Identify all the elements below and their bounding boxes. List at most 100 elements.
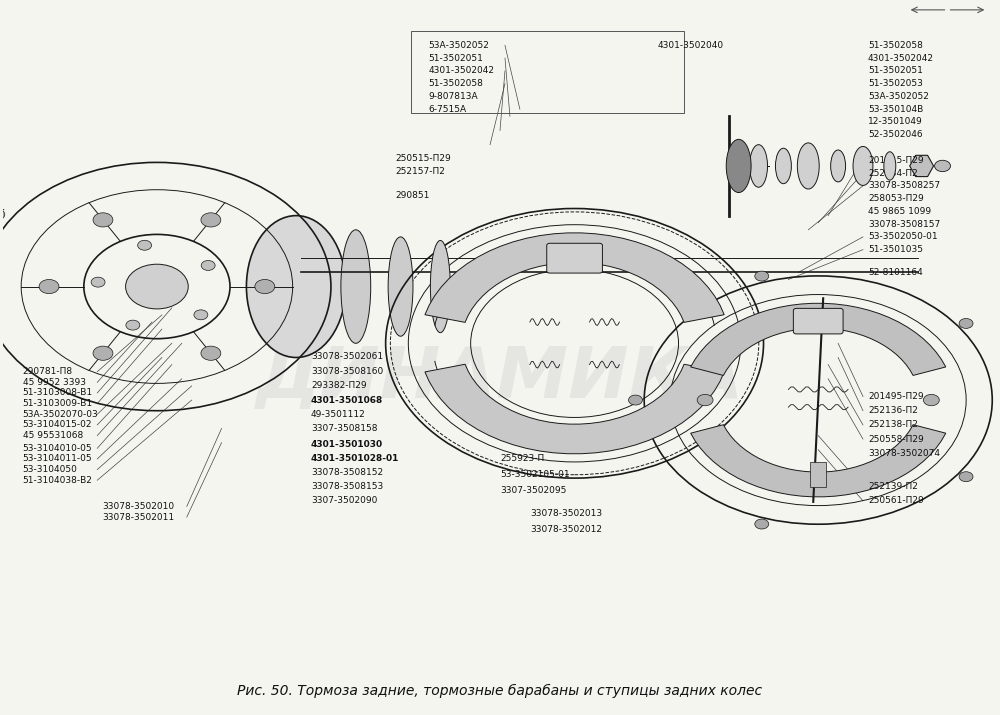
Ellipse shape: [341, 230, 371, 343]
Circle shape: [755, 271, 769, 281]
Circle shape: [91, 277, 105, 287]
Circle shape: [201, 260, 215, 270]
Circle shape: [138, 240, 152, 250]
Text: 53-3104011-05: 53-3104011-05: [23, 455, 92, 463]
Text: 45 9952 3393: 45 9952 3393: [23, 378, 86, 387]
Circle shape: [201, 213, 221, 227]
Bar: [810, 462, 826, 487]
Text: 33078-3508257: 33078-3508257: [868, 182, 940, 190]
Text: 3307-3502090: 3307-3502090: [311, 496, 377, 506]
Ellipse shape: [853, 147, 873, 185]
Ellipse shape: [884, 152, 896, 180]
Text: 33078-3502013: 33078-3502013: [530, 509, 602, 518]
Text: 51-3502051: 51-3502051: [868, 66, 923, 75]
Text: 252136-П2: 252136-П2: [868, 406, 918, 415]
Circle shape: [201, 346, 221, 360]
Text: 51-3502051: 51-3502051: [428, 54, 483, 63]
Text: 33078-3502074: 33078-3502074: [868, 449, 940, 458]
Text: 53-3104050: 53-3104050: [23, 465, 78, 474]
Text: 9-807813А: 9-807813А: [428, 92, 478, 101]
Circle shape: [126, 320, 140, 330]
Text: 45 95531068: 45 95531068: [23, 431, 83, 440]
Text: 250515-П29: 250515-П29: [396, 154, 451, 163]
Polygon shape: [425, 364, 724, 454]
Circle shape: [255, 280, 275, 294]
Text: 4301-3502040: 4301-3502040: [657, 41, 723, 50]
Text: 290851: 290851: [396, 191, 430, 200]
Circle shape: [93, 213, 113, 227]
Text: 3307-3502095: 3307-3502095: [500, 486, 566, 495]
Ellipse shape: [831, 150, 846, 182]
Text: 53-3502105-01: 53-3502105-01: [500, 470, 570, 479]
Text: ДИНАМИКА: ДИНАМИКА: [256, 345, 744, 413]
Text: 290781-П8: 290781-П8: [23, 368, 73, 376]
Text: 201495-П29: 201495-П29: [868, 392, 924, 401]
Circle shape: [935, 160, 950, 172]
Text: 53А-3502070-03: 53А-3502070-03: [23, 410, 98, 419]
Text: 255923-П: 255923-П: [500, 454, 544, 463]
Circle shape: [755, 519, 769, 529]
Text: 4301-3502042: 4301-3502042: [428, 66, 494, 75]
Circle shape: [0, 209, 5, 220]
Text: 53-3104010-05: 53-3104010-05: [23, 444, 92, 453]
Ellipse shape: [726, 139, 751, 192]
Text: 252139-П2: 252139-П2: [868, 482, 918, 491]
Text: 250558-П29: 250558-П29: [868, 435, 924, 443]
Text: 51-3501035: 51-3501035: [868, 245, 923, 254]
Text: 4301-3502042: 4301-3502042: [868, 54, 934, 63]
Circle shape: [93, 346, 113, 360]
Circle shape: [754, 464, 770, 475]
Text: 4301-3501028-01: 4301-3501028-01: [311, 454, 399, 463]
Text: 293382-П29: 293382-П29: [311, 381, 367, 390]
Text: 201415-П29: 201415-П29: [868, 156, 924, 164]
Text: 33078-3508157: 33078-3508157: [868, 220, 940, 229]
Text: 4301-3501030: 4301-3501030: [311, 440, 383, 448]
Text: 52-3502046: 52-3502046: [868, 130, 923, 139]
Text: 252138-П2: 252138-П2: [868, 420, 918, 430]
Ellipse shape: [246, 216, 346, 358]
FancyBboxPatch shape: [793, 308, 843, 334]
Circle shape: [959, 472, 973, 482]
Text: 4301-3501068: 4301-3501068: [311, 395, 383, 405]
Text: 53-3502050-01: 53-3502050-01: [868, 232, 938, 242]
Circle shape: [697, 395, 713, 405]
FancyBboxPatch shape: [547, 243, 602, 273]
Text: 33078-3508152: 33078-3508152: [311, 468, 383, 477]
Text: 33078-3508160: 33078-3508160: [311, 368, 383, 376]
Text: 33078-3502011: 33078-3502011: [102, 513, 174, 522]
Text: 53-3104015-02: 53-3104015-02: [23, 420, 92, 430]
Text: 51-3104038-В2: 51-3104038-В2: [23, 475, 93, 485]
Text: 51-3502053: 51-3502053: [868, 79, 923, 88]
Circle shape: [923, 395, 939, 405]
Text: Рис. 50. Тормоза задние, тормозные барабаны и ступицы задних колес: Рис. 50. Тормоза задние, тормозные бараб…: [237, 684, 763, 698]
Text: 52-8101164: 52-8101164: [868, 268, 923, 277]
Text: 53-350104В: 53-350104В: [868, 104, 923, 114]
Text: 49-3501112: 49-3501112: [311, 410, 366, 419]
Text: 51-3103008-В1: 51-3103008-В1: [23, 388, 93, 398]
Text: 33078-3502010: 33078-3502010: [102, 502, 174, 511]
Circle shape: [126, 265, 188, 309]
Text: 3307-3508158: 3307-3508158: [311, 424, 378, 433]
Circle shape: [194, 310, 208, 320]
Text: 250561-П29: 250561-П29: [868, 496, 924, 506]
Text: 51-3502058: 51-3502058: [868, 41, 923, 50]
Polygon shape: [425, 233, 724, 322]
Text: 33078-3502012: 33078-3502012: [530, 525, 602, 533]
Text: 33078-3502061: 33078-3502061: [311, 352, 383, 360]
Ellipse shape: [775, 148, 791, 184]
Text: 53А-3502052: 53А-3502052: [428, 41, 489, 50]
Circle shape: [39, 280, 59, 294]
Ellipse shape: [388, 237, 413, 336]
Circle shape: [867, 464, 883, 475]
Circle shape: [867, 325, 883, 336]
Text: 12-3501049: 12-3501049: [868, 117, 923, 127]
Text: 252157-П2: 252157-П2: [396, 167, 445, 176]
Ellipse shape: [797, 143, 819, 189]
Circle shape: [959, 318, 973, 328]
Text: 6-7515А: 6-7515А: [428, 104, 467, 114]
Ellipse shape: [750, 144, 768, 187]
Circle shape: [629, 395, 642, 405]
Text: 45 9865 1099: 45 9865 1099: [868, 207, 931, 216]
Polygon shape: [910, 155, 934, 177]
Text: 33078-3508153: 33078-3508153: [311, 482, 383, 491]
